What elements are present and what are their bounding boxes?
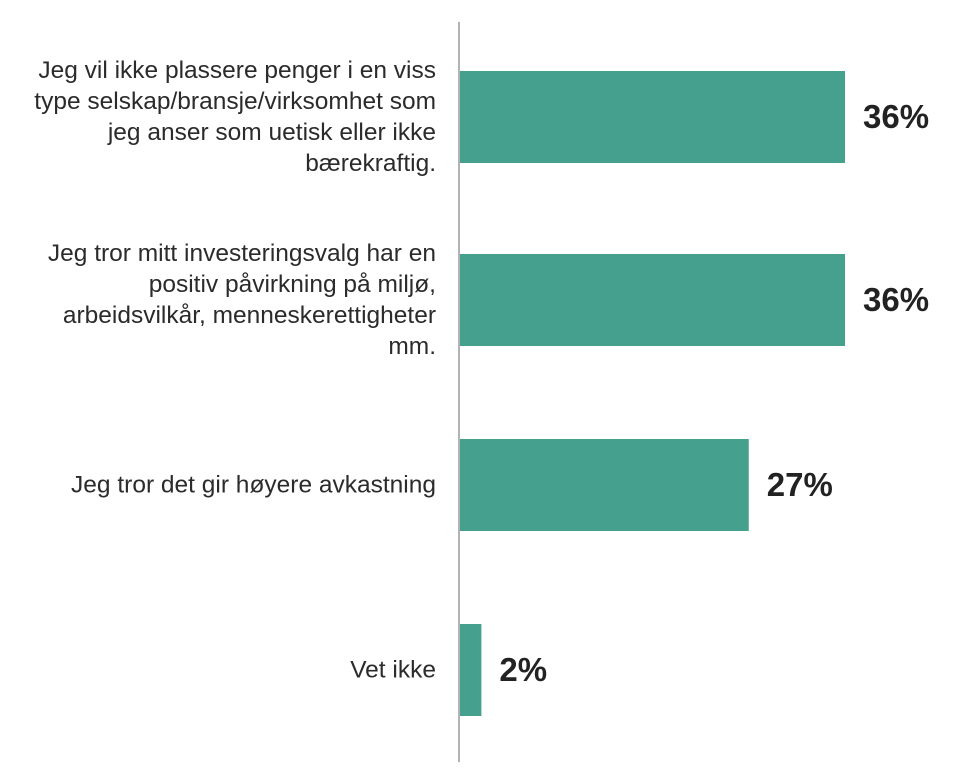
category-label-3: Jeg tror det gir høyere avkastning — [71, 471, 436, 499]
category-label-2: Jeg tror mitt investeringsvalg har en po… — [47, 240, 436, 360]
bar-4 — [460, 624, 482, 716]
category-label-4: Vet ikke — [350, 656, 436, 684]
value-label-1: 36% — [863, 98, 930, 135]
value-label-4: 2% — [499, 651, 548, 688]
category-label-1: Jeg vil ikke plassere penger i en viss t… — [34, 57, 436, 177]
bar-2 — [460, 254, 845, 346]
bars-group — [460, 71, 845, 716]
bar-1 — [460, 71, 845, 163]
value-label-2: 36% — [863, 281, 930, 318]
value-label-3: 27% — [766, 466, 833, 503]
bar-3 — [460, 439, 749, 531]
